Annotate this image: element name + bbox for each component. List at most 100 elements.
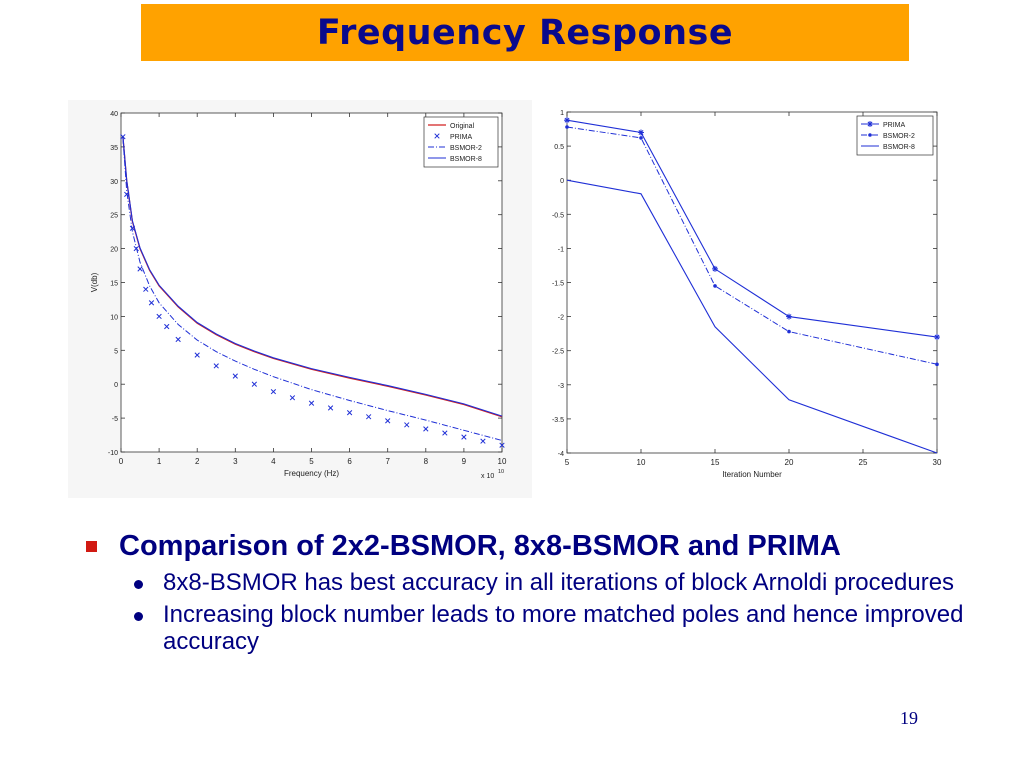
series-prima-point: [365, 414, 372, 420]
x-tick-label: 6: [347, 457, 352, 466]
y-tick-label: 20: [110, 247, 118, 254]
y-tick-label: 40: [110, 111, 118, 118]
sub-bullet-text: Increasing block number leads to more ma…: [163, 601, 964, 655]
frequency-chart-svg: 0 1 2 3 4 5 6 7 8 9 10 -10 -5 0 5 10 15 20 25 30 35 40 Frequen…: [90, 111, 507, 480]
series-prima-point-stroke: [143, 286, 149, 292]
series-bsmor-2-point: [935, 362, 939, 367]
dot-bullet-icon: [134, 580, 143, 589]
x-tick-label: 2: [195, 457, 200, 466]
y-tick-label: -0.5: [552, 212, 564, 219]
series-prima-point-stroke: [175, 336, 181, 343]
series-prima-point-stroke: [385, 418, 391, 424]
series-prima-point-stroke: [712, 266, 718, 272]
y-tick-label: -3.5: [552, 417, 564, 424]
y-tick-label: -1.5: [552, 281, 564, 288]
series-prima-point-stroke: [404, 422, 410, 428]
series-bsmor-2-point: [565, 125, 569, 129]
series-prima-point-stroke: [156, 313, 162, 320]
x-multiplier-label: x 10: [481, 473, 494, 480]
series-prima-point-stroke: [308, 400, 315, 406]
series-prima-point: [638, 129, 644, 136]
x-tick-label: 9: [462, 457, 467, 466]
x-tick-label: 4: [271, 457, 276, 466]
sub-bullet-text: 8x8-BSMOR has best accuracy in all itera…: [163, 569, 955, 596]
series-bsmor-2-line: [566, 126, 938, 365]
series-prima-point-stroke: [480, 438, 486, 444]
x-tick-label: 15: [711, 458, 720, 467]
series-prima-point-stroke: [786, 314, 792, 320]
dot-bullet-icon: [134, 612, 143, 621]
series-prima-point: [143, 286, 149, 292]
series-prima-point-stroke: [327, 405, 334, 411]
y-tick-label: -2.5: [552, 349, 564, 356]
x-tick-label: 25: [859, 458, 868, 467]
frequency-chart: 0 1 2 3 4 5 6 7 8 9 10 -10 -5 0 5 10 15 20 25 30 35 40 Frequen…: [68, 100, 532, 498]
x-axis-label: Iteration Number: [722, 470, 782, 478]
x-tick-label: 10: [637, 458, 646, 467]
series-prima-point-stroke: [346, 410, 353, 416]
plot-area: [566, 111, 938, 454]
slide-title: Frequency Response: [316, 12, 734, 53]
legend-bsmor-8-label: BSMOR-8: [883, 144, 915, 151]
series-prima-point-stroke: [270, 389, 277, 395]
x-tick-label: 20: [785, 458, 794, 467]
legend-prima-marker: [434, 133, 440, 139]
y-tick-label: 1: [560, 110, 564, 117]
iteration-chart: 5 10 15 20 25 30 -4 -3.5 -3 -2.5 -2 -1.5 -1 -0.5 0 0.5 1…: [541, 100, 951, 479]
legend-prima-marker: [867, 121, 873, 127]
plot-area: [120, 112, 503, 453]
series-prima-point: [499, 442, 505, 448]
series-prima-point: [480, 438, 486, 444]
series-prima-point: [156, 313, 162, 320]
series-prima-point-stroke: [232, 373, 238, 379]
series-prima-point: [385, 418, 391, 424]
legend-original-label: Original: [450, 123, 475, 130]
y-tick-label: -1: [558, 246, 564, 253]
x-axis-label: Frequency (Hz): [284, 469, 339, 478]
x-tick-label: 0: [119, 457, 124, 466]
series-prima-point-stroke: [365, 414, 372, 420]
legend-prima-marker-stroke: [434, 133, 440, 139]
series-prima-point: [175, 336, 181, 343]
series-prima-point: [308, 400, 315, 406]
y-tick-label: 5: [114, 348, 118, 355]
title-bar: Frequency Response: [141, 4, 909, 61]
y-tick-label: -5: [112, 416, 118, 423]
series-prima-point: [461, 434, 467, 440]
series-prima-point-stroke: [934, 334, 940, 340]
y-axis-label: V(db): [90, 272, 99, 292]
series-prima-point-stroke: [442, 430, 448, 436]
y-tick-label: -10: [108, 450, 118, 457]
series-prima-point: [270, 389, 277, 395]
series-prima-point-stroke: [148, 300, 155, 306]
series-prima-point: [289, 395, 296, 401]
x-multiplier-exponent: 10: [498, 469, 504, 475]
x-tick-label: 30: [933, 458, 942, 467]
series-prima-point: [442, 430, 448, 436]
legend-bsmor-2-label: BSMOR-2: [450, 145, 482, 152]
series-prima-point-stroke: [213, 363, 219, 369]
series-bsmor-2-line: [122, 138, 503, 441]
series-prima-point: [712, 265, 718, 272]
series-bsmor-8-line: [566, 179, 938, 454]
series-prima-point-stroke: [423, 426, 429, 432]
series-prima-point-stroke: [289, 395, 296, 401]
y-tick-label: 25: [110, 213, 118, 220]
legend-prima-label: PRIMA: [883, 122, 906, 129]
series-prima-point: [164, 323, 170, 330]
series-prima-point: [404, 422, 410, 428]
x-tick-label: 5: [565, 458, 570, 467]
series-prima-point: [786, 313, 792, 320]
series-bsmor-8-line: [122, 136, 503, 417]
bullet-main: Comparison of 2x2-BSMOR, 8x8-BSMOR and P…: [86, 528, 1016, 564]
series-bsmor-2-point: [787, 329, 791, 334]
y-tick-label: 0.5: [554, 144, 564, 151]
square-bullet-icon: [86, 541, 97, 552]
y-tick-label: 15: [110, 281, 118, 288]
series-prima-point: [148, 300, 155, 306]
series-prima-point-stroke: [164, 323, 170, 330]
series-prima-point-stroke: [499, 442, 505, 448]
series-prima-point: [934, 334, 940, 341]
legend-prima-label: PRIMA: [450, 134, 473, 141]
series-prima-point-stroke: [564, 117, 570, 123]
